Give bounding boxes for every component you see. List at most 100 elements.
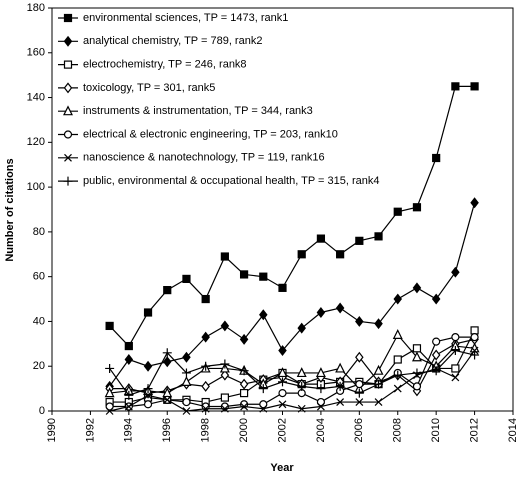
marker [278, 345, 287, 357]
marker [201, 294, 210, 304]
marker [105, 321, 114, 331]
marker [412, 203, 422, 212]
marker [278, 377, 287, 387]
marker [431, 349, 441, 361]
marker [316, 402, 325, 411]
legend-label: electrical & electronic engineering, TP … [83, 128, 338, 140]
legend-label: analytical chemistry, TP = 789, rank2 [83, 35, 262, 47]
marker [412, 368, 422, 378]
marker [451, 82, 460, 91]
marker [335, 302, 345, 314]
marker [316, 234, 326, 243]
marker [201, 331, 210, 343]
marker [411, 351, 422, 362]
x-axis-label: Year [270, 462, 294, 474]
marker [124, 390, 134, 400]
marker [412, 382, 422, 391]
marker [144, 391, 152, 400]
marker [355, 315, 364, 327]
marker [240, 402, 249, 411]
x-tick-label: 1998 [200, 418, 212, 442]
marker [258, 384, 268, 394]
marker [201, 361, 211, 371]
marker [239, 333, 249, 345]
marker [354, 388, 364, 398]
marker [220, 393, 229, 402]
x-tick-label: 2014 [507, 418, 517, 442]
marker [259, 309, 268, 321]
marker [355, 351, 364, 363]
marker [432, 337, 441, 346]
marker [220, 359, 230, 369]
marker [143, 308, 153, 317]
marker [393, 355, 402, 364]
legend-marker [63, 13, 73, 23]
marker [259, 404, 268, 413]
marker [393, 370, 403, 380]
y-tick-label: 20 [33, 360, 45, 372]
marker [297, 322, 306, 334]
x-tick-label: 1992 [84, 418, 96, 442]
y-tick-label: 0 [39, 405, 45, 417]
marker [335, 362, 346, 373]
marker [163, 286, 172, 295]
marker [432, 153, 441, 163]
marker [124, 402, 133, 411]
series-line [109, 333, 475, 394]
marker [220, 369, 230, 381]
marker [451, 266, 460, 278]
x-tick-label: 2006 [353, 418, 365, 442]
x-tick-label: 2012 [468, 418, 480, 442]
marker [316, 397, 326, 407]
marker [239, 366, 249, 376]
marker [393, 293, 403, 305]
y-tick-label: 160 [27, 47, 45, 59]
marker [143, 360, 153, 372]
marker [105, 407, 114, 415]
legend-label: instruments & instrumentation, TP = 344,… [83, 105, 313, 117]
legend-label: toxicology, TP = 301, rank5 [83, 82, 215, 94]
marker [278, 283, 287, 292]
marker [124, 341, 133, 351]
marker [412, 344, 422, 353]
marker [220, 320, 230, 332]
marker [451, 333, 460, 342]
marker [239, 270, 249, 279]
y-tick-label: 180 [27, 2, 45, 14]
marker [104, 387, 115, 398]
legend-label: electrochemistry, TP = 246, rank8 [83, 59, 247, 71]
y-tick-label: 140 [27, 91, 45, 103]
marker [374, 318, 383, 330]
marker [355, 380, 364, 389]
marker [451, 373, 460, 382]
marker [143, 384, 153, 394]
marker [470, 333, 479, 342]
x-tick-label: 2004 [315, 418, 327, 442]
marker [393, 207, 402, 216]
marker [431, 293, 441, 305]
series-line [109, 350, 476, 412]
y-tick-label: 60 [33, 271, 45, 283]
marker [201, 404, 210, 413]
legend-marker [63, 176, 73, 186]
y-tick-label: 100 [27, 181, 45, 193]
marker [335, 381, 345, 391]
marker [470, 82, 479, 91]
marker [278, 388, 287, 398]
marker [277, 367, 288, 378]
x-tick-label: 1996 [161, 418, 173, 442]
marker [201, 380, 210, 392]
marker [374, 232, 383, 241]
marker [220, 252, 229, 261]
legend-marker [63, 82, 73, 94]
marker [162, 348, 172, 358]
y-tick-label: 120 [27, 136, 45, 148]
marker [297, 381, 307, 391]
marker [336, 250, 345, 259]
marker [315, 367, 326, 378]
marker [393, 384, 402, 393]
marker [181, 368, 191, 378]
marker [470, 350, 480, 360]
marker [336, 398, 345, 406]
